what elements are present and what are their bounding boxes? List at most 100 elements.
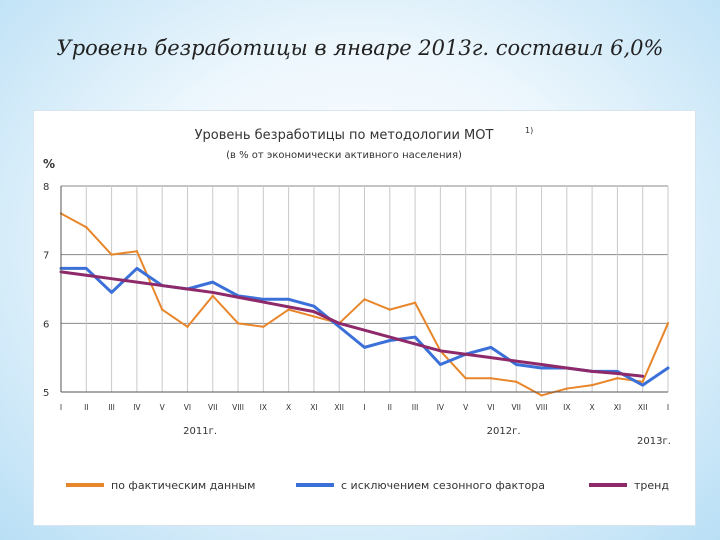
data-point <box>85 226 88 229</box>
data-point <box>489 356 493 359</box>
data-point <box>616 372 619 375</box>
x-tick-label: I <box>363 403 365 412</box>
data-point <box>590 383 594 387</box>
data-point <box>388 339 391 342</box>
data-point <box>211 280 214 284</box>
data-point <box>515 363 518 366</box>
y-tick-label: 7 <box>43 251 49 262</box>
x-tick-label: I <box>60 403 62 412</box>
data-point <box>236 296 240 299</box>
x-tick-label: IV <box>437 403 445 412</box>
data-point <box>186 287 189 291</box>
data-point <box>135 267 139 270</box>
data-point <box>413 301 417 304</box>
x-tick-label: V <box>160 403 166 412</box>
x-tick-label: XI <box>614 403 621 412</box>
x-tick-label: V <box>463 403 469 412</box>
chart-panel: Уровень безработицы по методологии МОТ 1… <box>33 110 696 526</box>
x-tick-label: II <box>84 403 88 412</box>
chart-title-superscript: 1) <box>525 126 533 135</box>
data-point <box>363 298 366 301</box>
data-point <box>262 300 265 304</box>
data-point <box>312 310 316 313</box>
data-point <box>363 329 366 332</box>
data-point <box>211 291 214 294</box>
x-tick-label: II <box>388 403 392 412</box>
y-tick-label: 6 <box>43 319 49 330</box>
x-tick-label: X <box>590 403 595 412</box>
x-tick-label: I <box>667 403 669 412</box>
unemployment-line-chart: Уровень безработицы по методологии МОТ 1… <box>43 126 671 492</box>
data-point <box>540 363 543 366</box>
data-point <box>515 359 518 363</box>
legend-label: тренд <box>634 479 669 492</box>
legend-label: с исключением сезонного фактора <box>341 479 545 492</box>
data-point <box>641 380 644 383</box>
data-point <box>388 335 391 339</box>
data-point <box>85 274 88 277</box>
data-point <box>110 277 113 280</box>
data-point <box>287 298 290 301</box>
x-tick-label: VI <box>184 403 191 412</box>
data-point <box>540 394 543 397</box>
data-point <box>135 280 139 284</box>
y-tick-label: 5 <box>43 388 49 399</box>
x-tick-label: XI <box>310 403 317 412</box>
data-point <box>110 291 113 294</box>
data-point <box>338 325 341 328</box>
data-point <box>413 335 417 339</box>
data-point <box>439 363 442 366</box>
data-point <box>666 322 670 325</box>
x-tick-label: XII <box>638 403 648 412</box>
data-point <box>186 325 189 328</box>
chart-subtitle: (в % от экономически активного населения… <box>226 150 462 161</box>
x-tick-label: III <box>108 403 115 412</box>
data-point <box>312 315 316 318</box>
data-point <box>565 387 569 390</box>
data-point <box>135 250 139 253</box>
y-axis-label: % <box>43 157 55 171</box>
data-point <box>287 308 290 311</box>
data-point <box>312 304 316 308</box>
data-point <box>464 353 467 356</box>
data-point <box>338 322 341 325</box>
data-point <box>262 298 265 301</box>
slide-title: Уровень безработицы в январе 2013г. сост… <box>56 36 664 60</box>
series-line-3 <box>59 270 645 378</box>
x-tick-label: VIII <box>232 403 244 412</box>
x-tick-label: VII <box>511 403 521 412</box>
data-point <box>413 342 417 346</box>
year-label: 2011г. <box>183 426 217 437</box>
data-point <box>262 325 265 328</box>
legend-label: по фактическим данным <box>111 479 255 492</box>
data-point <box>287 305 290 309</box>
data-point <box>489 377 493 380</box>
year-label: 2013г. <box>637 436 671 447</box>
data-point <box>515 380 518 383</box>
data-point <box>489 346 493 349</box>
data-point <box>236 322 240 325</box>
data-point <box>540 366 543 370</box>
data-point <box>85 267 88 270</box>
x-tick-label: VII <box>208 403 218 412</box>
data-point <box>590 370 594 373</box>
data-point <box>641 383 644 387</box>
data-point <box>388 308 391 311</box>
x-tick-label: IX <box>260 403 267 412</box>
x-tick-label: X <box>286 403 291 412</box>
chart-title: Уровень безработицы по методологии МОТ <box>195 128 494 143</box>
x-tick-label: VIII <box>536 403 548 412</box>
x-tick-label: III <box>412 403 419 412</box>
data-point <box>464 377 467 380</box>
x-tick-label: XII <box>334 403 344 412</box>
x-tick-label: VI <box>487 403 494 412</box>
data-point <box>160 284 164 287</box>
data-point <box>565 366 569 370</box>
data-point <box>439 349 442 352</box>
data-point <box>363 346 366 349</box>
data-point <box>641 375 644 378</box>
year-label: 2012г. <box>487 426 521 437</box>
x-tick-label: IX <box>563 403 570 412</box>
y-tick-label: 8 <box>43 182 49 193</box>
data-point <box>160 308 164 311</box>
